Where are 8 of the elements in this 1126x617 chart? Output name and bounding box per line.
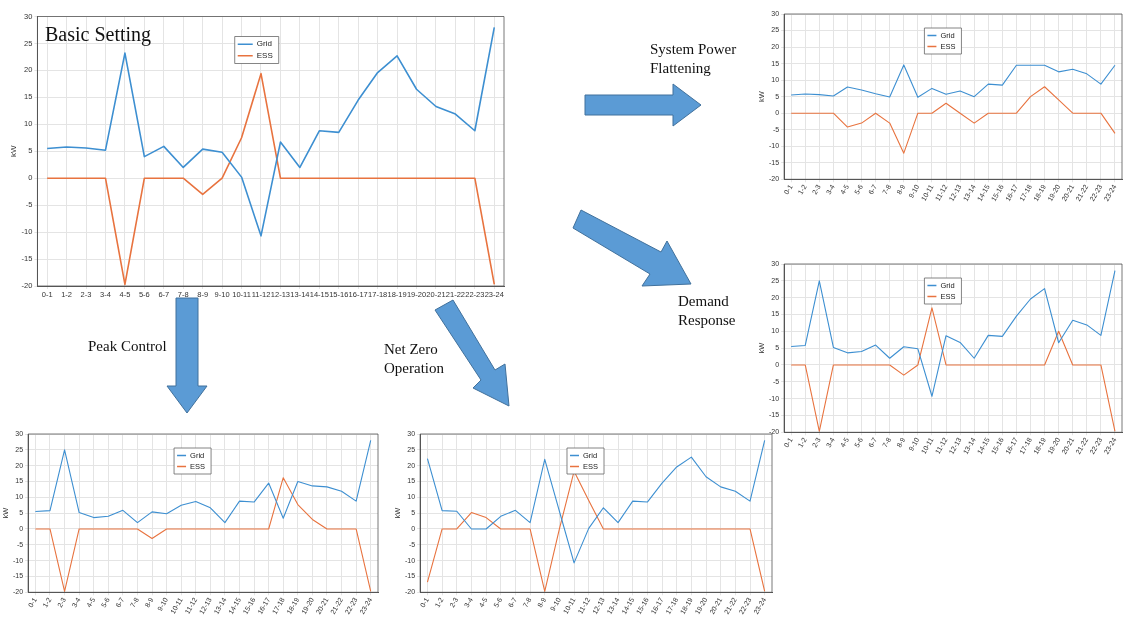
text: Demand Response bbox=[678, 292, 737, 330]
chart-title: Peak Control bbox=[88, 337, 168, 356]
chart-title: Net Zero Operation bbox=[384, 340, 445, 378]
legend-label: Grid bbox=[256, 39, 272, 49]
legend-label: ESS bbox=[256, 50, 273, 60]
text: System Power Flattening bbox=[650, 40, 738, 78]
chart-title: Basic Setting bbox=[45, 22, 153, 47]
y-axis-title: kW bbox=[9, 145, 18, 158]
